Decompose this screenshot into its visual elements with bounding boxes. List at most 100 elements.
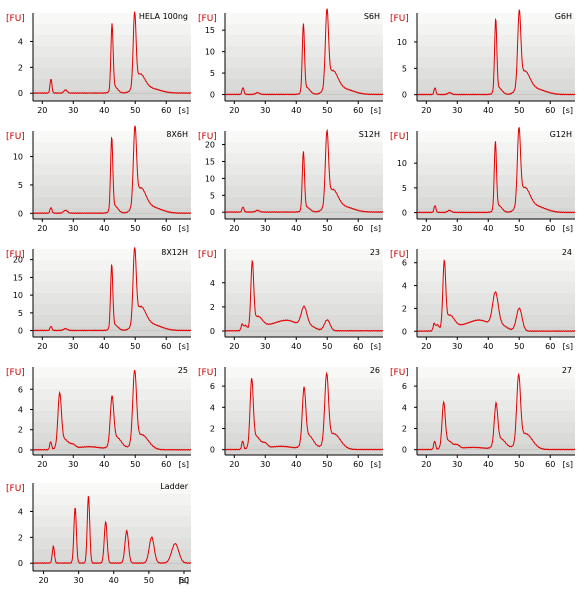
- x-tick-label: 20: [229, 342, 239, 351]
- x-tick-label: 20: [229, 224, 239, 233]
- x-axis-unit: [s]: [563, 460, 573, 469]
- chart-panel: 20 30 40 50 60 [s] 0 5 10 [FU] G6H: [389, 8, 579, 124]
- chart-panel: 20 30 40 50 60 [s] 0 2 4 [FU] Ladder: [5, 478, 195, 594]
- x-axis-unit: [s]: [179, 576, 189, 585]
- y-tick-label: 0: [210, 91, 215, 100]
- y-tick-label: 5: [402, 64, 407, 73]
- y-tick-label: 6: [210, 382, 215, 391]
- plot-background-band: [417, 367, 575, 379]
- plot-background-band: [225, 197, 383, 209]
- chart-svg: 20 30 40 50 60 [s] 0 5 10 [FU] G12H: [390, 127, 576, 233]
- x-tick-label: 60: [545, 460, 555, 469]
- x-tick-label: 50: [322, 224, 332, 233]
- plot-background-band: [417, 400, 575, 412]
- plot-background-band: [33, 79, 191, 91]
- x-axis-unit: [s]: [179, 224, 189, 233]
- plot-background-band: [225, 400, 383, 412]
- plot-background-band: [417, 389, 575, 401]
- chart-svg: 20 30 40 50 60 [s] 0 2 4 6 [FU] 27: [390, 366, 576, 469]
- y-tick-label: 4: [402, 282, 407, 291]
- signal-trace: [416, 372, 576, 451]
- x-axis-unit: [s]: [179, 342, 189, 351]
- x-axis-unit: [s]: [371, 460, 381, 469]
- y-tick-label: 6: [402, 259, 407, 268]
- x-tick-label: 30: [260, 460, 270, 469]
- y-tick-label: 0: [18, 209, 23, 218]
- chart-svg: 20 30 40 50 60 [s] 0 2 4 [FU] HELA 100ng: [6, 11, 192, 115]
- plot-background-band: [225, 57, 383, 69]
- plot-background-band: [33, 505, 191, 517]
- plot-background-band: [417, 186, 575, 198]
- y-tick-label: 5: [402, 184, 407, 193]
- plot-background-band: [33, 186, 191, 198]
- x-tick-label: 40: [291, 460, 301, 469]
- y-tick-label: 2: [18, 533, 23, 542]
- x-tick-label: 40: [483, 460, 493, 469]
- chart-panel: 20 30 40 50 60 [s] 0 5 10 [FU] 8X6H: [5, 125, 195, 242]
- y-tick-label: 4: [402, 403, 407, 412]
- plot-background-band: [33, 293, 191, 305]
- plot-background-band: [33, 208, 191, 220]
- plot-background-band: [33, 90, 191, 102]
- chart-panel: 20 30 40 50 60 [s] 0 2 4 [FU] HELA 100ng: [5, 8, 195, 124]
- plot-background-band: [417, 79, 575, 91]
- chart-svg: 20 30 40 50 60[s] 0 2 4 [FU] Ladder: [6, 482, 192, 585]
- plot-background-band: [33, 68, 191, 80]
- x-tick-label: 50: [144, 576, 154, 585]
- plot-background-band: [225, 422, 383, 434]
- x-axis-unit: [s]: [371, 342, 381, 351]
- plot-background-band: [417, 68, 575, 80]
- x-tick-label: 60: [353, 224, 363, 233]
- x-tick-label: 30: [260, 342, 270, 351]
- plot-background-band: [33, 197, 191, 209]
- chart-svg: 20 30 40 50 60 [s] 0 2 4 [FU] 23: [198, 248, 384, 351]
- chart-panel: 20 30 40 50 60 [s] 0 2 4 6 [FU] 24: [389, 244, 579, 360]
- y-tick-label: 10: [397, 159, 407, 168]
- plot-background-band: [225, 249, 383, 261]
- signal-trace: [224, 128, 384, 214]
- x-tick-label: 30: [68, 342, 78, 351]
- x-tick-label: 20: [37, 224, 47, 233]
- y-axis-unit: [FU]: [198, 132, 217, 142]
- y-tick-label: 4: [18, 507, 23, 516]
- x-tick-label: 20: [421, 460, 431, 469]
- plot-background-band: [417, 293, 575, 305]
- plot-background-band: [225, 271, 383, 283]
- y-tick-label: 0: [210, 446, 215, 455]
- y-tick-label: 0: [210, 327, 215, 336]
- y-tick-label: 6: [402, 382, 407, 391]
- x-axis-unit: [s]: [563, 106, 573, 115]
- x-tick-label: 30: [68, 106, 78, 115]
- plot-background-band: [33, 153, 191, 165]
- plot-background-band: [33, 46, 191, 58]
- y-tick-label: 10: [205, 48, 215, 57]
- x-tick-label: 20: [229, 460, 239, 469]
- y-axis-unit: [FU]: [6, 250, 25, 260]
- x-tick-label: 20: [421, 342, 431, 351]
- y-tick-label: 6: [18, 385, 23, 394]
- x-tick-label: 60: [179, 576, 189, 585]
- y-tick-label: 4: [210, 279, 215, 288]
- y-tick-label: 10: [13, 291, 23, 300]
- signal-trace: [32, 496, 192, 565]
- x-tick-label: 20: [229, 106, 239, 115]
- plot-background-band: [33, 400, 191, 412]
- plot-background-band: [33, 378, 191, 390]
- plot-background-band: [417, 13, 575, 25]
- plot-background-band: [33, 35, 191, 47]
- chart-panel: 20 30 40 50 60 [s] 0 5 10 15 20 [FU] 8X12H: [5, 244, 195, 360]
- y-axis-unit: [FU]: [390, 250, 409, 260]
- y-tick-label: 2: [402, 424, 407, 433]
- y-tick-label: 15: [205, 157, 215, 166]
- x-tick-label: 60: [545, 224, 555, 233]
- chart-svg: 20 30 40 50 60 [s] 0 5 10 [FU] 8X6H: [6, 125, 192, 233]
- x-tick-label: 20: [421, 106, 431, 115]
- x-tick-label: 60: [545, 342, 555, 351]
- y-tick-label: 4: [210, 403, 215, 412]
- y-axis-unit: [FU]: [390, 14, 409, 24]
- x-tick-label: 20: [37, 342, 47, 351]
- plot-background-band: [33, 483, 191, 495]
- plot-background-band: [33, 175, 191, 187]
- x-tick-label: 30: [68, 460, 78, 469]
